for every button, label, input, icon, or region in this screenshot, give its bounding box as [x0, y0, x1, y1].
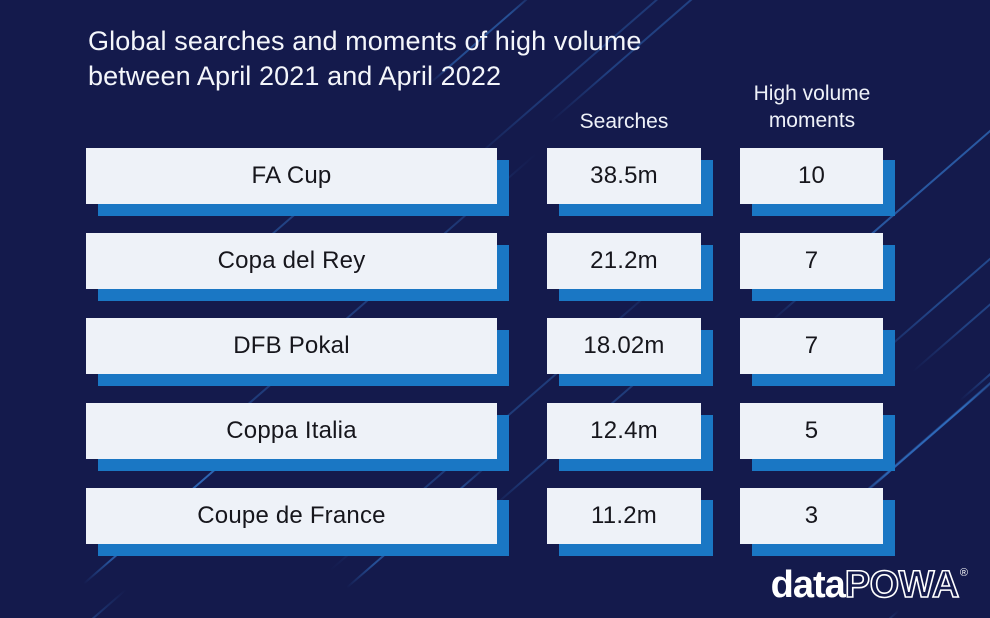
searches-value-cell-label: 38.5m [547, 148, 701, 204]
high-volume-moments-cell-label: 7 [740, 318, 883, 374]
searches-value-cell-label: 11.2m [547, 488, 701, 544]
logo-text-data: data [770, 564, 846, 606]
high-volume-moments-cell-label: 3 [740, 488, 883, 544]
high-volume-moments-cell-label: 5 [740, 403, 883, 459]
column-header-searches-label: Searches [579, 110, 669, 133]
searches-value-cell-label: 21.2m [547, 233, 701, 289]
registered-trademark-icon: ® [959, 567, 968, 579]
searches-value-cell: 21.2m [547, 233, 713, 301]
column-header-searches: Searches [547, 108, 701, 135]
column-header-moments-line-2: moments [768, 109, 856, 132]
competition-name-cell-label: Coupe de France [86, 488, 497, 544]
high-volume-moments-cell: 7 [740, 318, 895, 386]
column-header-high-volume-moments: High volume moments [722, 80, 902, 134]
table-row: Coupe de France 11.2m 3 [0, 488, 990, 556]
competition-name-cell-label: FA Cup [86, 148, 497, 204]
column-header-moments-line-1: High volume [753, 82, 871, 105]
searches-value-cell-label: 12.4m [547, 403, 701, 459]
competition-name-cell: Coupe de France [86, 488, 509, 556]
high-volume-moments-cell: 5 [740, 403, 895, 471]
competition-name-cell: Copa del Rey [86, 233, 509, 301]
competition-name-cell: Coppa Italia [86, 403, 509, 471]
competition-name-cell-label: Copa del Rey [86, 233, 497, 289]
datapowa-logo: data POWA ® [770, 564, 968, 606]
high-volume-moments-cell: 7 [740, 233, 895, 301]
high-volume-moments-cell-label: 10 [740, 148, 883, 204]
high-volume-moments-cell-label: 7 [740, 233, 883, 289]
searches-value-cell: 11.2m [547, 488, 713, 556]
competition-name-cell: DFB Pokal [86, 318, 509, 386]
searches-value-cell-label: 18.02m [547, 318, 701, 374]
competition-name-cell-label: Coppa Italia [86, 403, 497, 459]
table-row: Copa del Rey 21.2m 7 [0, 233, 990, 301]
logo-text-powa: POWA [844, 564, 960, 606]
searches-value-cell: 38.5m [547, 148, 713, 216]
high-volume-moments-cell: 3 [740, 488, 895, 556]
high-volume-moments-cell: 10 [740, 148, 895, 216]
competition-name-cell: FA Cup [86, 148, 509, 216]
searches-value-cell: 12.4m [547, 403, 713, 471]
searches-value-cell: 18.02m [547, 318, 713, 386]
competition-name-cell-label: DFB Pokal [86, 318, 497, 374]
table-row: Coppa Italia 12.4m 5 [0, 403, 990, 471]
page-title-line-2: between April 2021 and April 2022 [88, 61, 502, 92]
page-title: Global searches and moments of high volu… [88, 24, 848, 94]
table-row: FA Cup 38.5m 10 [0, 148, 990, 216]
table-row: DFB Pokal 18.02m 7 [0, 318, 990, 386]
page-title-line-1: Global searches and moments of high volu… [88, 26, 642, 57]
